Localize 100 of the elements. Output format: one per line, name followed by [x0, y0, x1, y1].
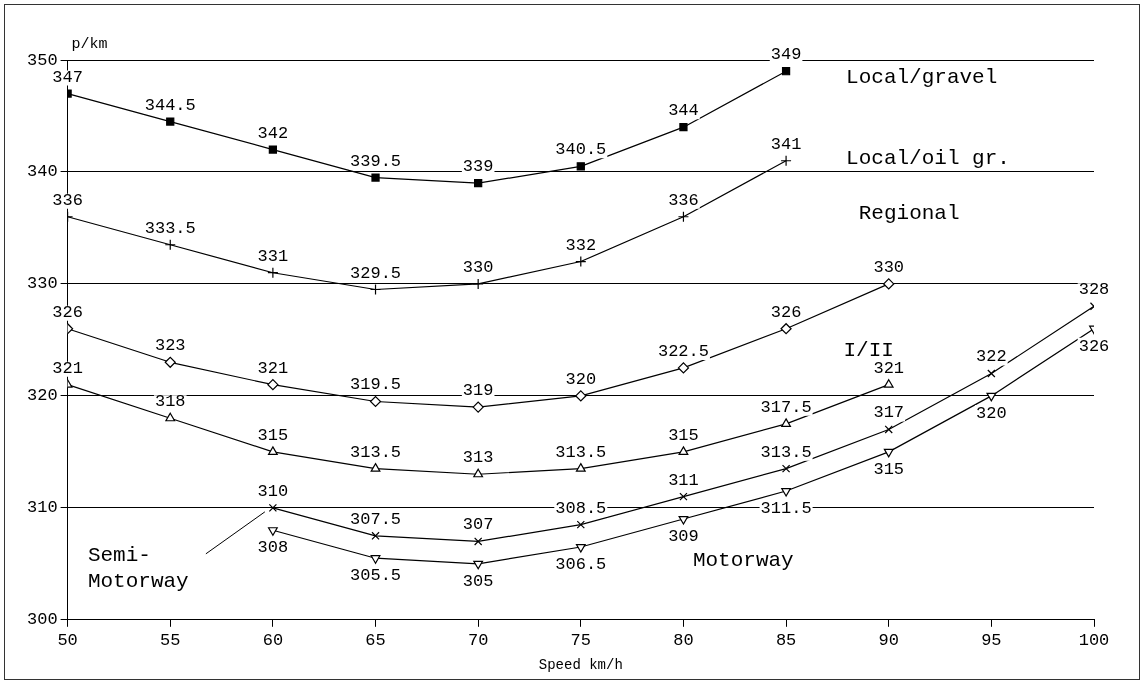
- y-tick-label: 340: [27, 162, 58, 182]
- point: [474, 537, 483, 546]
- data-label: 320: [976, 403, 1007, 423]
- data-label: 310: [257, 481, 289, 501]
- data-label: 309: [668, 527, 699, 547]
- data-label: 320: [565, 369, 597, 389]
- data-label: 307: [462, 515, 494, 535]
- x-axis-title: Speed km/h: [538, 657, 623, 674]
- data-label: 305: [462, 571, 494, 591]
- point: [678, 515, 689, 525]
- x-tick-label: 100: [1078, 630, 1110, 650]
- point: [677, 362, 690, 374]
- data-label: 339: [462, 157, 494, 177]
- data-label: 322.5: [657, 341, 709, 361]
- point: [268, 503, 278, 512]
- point: [883, 278, 895, 290]
- point: [575, 543, 586, 553]
- data-label: 336: [668, 190, 699, 210]
- point: [884, 425, 893, 434]
- point: [371, 531, 380, 540]
- point: [677, 211, 690, 223]
- y-axis-title: p/km: [71, 36, 108, 54]
- point: [371, 173, 380, 182]
- x-tick-label: 95: [981, 630, 1002, 650]
- y-tick-label: 300: [27, 610, 58, 630]
- y-tick-label: 330: [27, 274, 58, 294]
- data-label: 344.5: [144, 95, 196, 115]
- point: [780, 155, 792, 167]
- point: [883, 448, 894, 458]
- data-label: 319: [462, 381, 494, 401]
- x-tick-label: 80: [673, 630, 694, 650]
- data-label: 311.5: [760, 499, 812, 519]
- point: [369, 395, 382, 408]
- point: [679, 123, 688, 132]
- point: [370, 463, 381, 472]
- point: [576, 162, 585, 171]
- data-label: 349: [770, 45, 802, 65]
- data-label: 318: [154, 392, 186, 412]
- data-label: 332: [565, 235, 597, 255]
- text: Regional: [858, 202, 960, 226]
- point: [267, 527, 278, 536]
- point: [781, 67, 791, 76]
- point: [370, 555, 381, 564]
- point: [369, 283, 382, 296]
- data-label: 326: [770, 302, 802, 322]
- data-label: 322: [976, 347, 1007, 367]
- point: [267, 267, 279, 279]
- point: [678, 446, 689, 455]
- point: [575, 390, 587, 402]
- data-label: 330: [873, 257, 905, 277]
- series-label: Motorway: [692, 548, 794, 572]
- point: [679, 492, 688, 501]
- x-tick-label: 50: [57, 630, 78, 650]
- data-label: 330: [462, 257, 494, 277]
- data-label: 336: [52, 190, 83, 210]
- x-tick-label: 90: [878, 630, 899, 650]
- data-label: 311: [668, 470, 699, 490]
- point: [472, 401, 484, 413]
- data-label: 306.5: [555, 555, 607, 575]
- data-label: 315: [257, 425, 289, 445]
- data-label: 331: [257, 246, 289, 266]
- point: [267, 379, 279, 391]
- point: [780, 323, 792, 335]
- data-label: 315: [873, 459, 905, 479]
- x-tick-label: 55: [160, 630, 181, 650]
- point: [473, 560, 484, 570]
- data-label: 315: [668, 425, 699, 445]
- y-tick-label: 350: [27, 50, 58, 70]
- data-label: 347: [52, 67, 83, 87]
- data-label: 339.5: [350, 151, 402, 171]
- text: Local/oil gr.: [846, 147, 1010, 171]
- x-tick-label: 75: [570, 630, 592, 650]
- x-tick-label: 85: [775, 630, 797, 650]
- data-label: 333.5: [144, 218, 196, 238]
- point: [473, 468, 484, 478]
- y-tick-label: 320: [27, 386, 58, 406]
- data-label: 341: [770, 134, 802, 154]
- data-label: 328: [1078, 280, 1110, 300]
- data-label: 313.5: [555, 442, 607, 462]
- point: [164, 356, 176, 368]
- point: [575, 255, 587, 268]
- point: [576, 520, 585, 529]
- x-tick-label: 70: [467, 630, 489, 650]
- y-tick-label: 310: [27, 498, 58, 518]
- text: Semi-Motorway: [87, 544, 189, 594]
- point: [883, 379, 894, 388]
- data-label: 323: [154, 336, 186, 356]
- point: [472, 278, 484, 290]
- point: [781, 418, 792, 427]
- point: [165, 412, 176, 422]
- data-label: 305.5: [350, 566, 402, 586]
- data-label: 344: [668, 101, 699, 121]
- point: [781, 464, 791, 473]
- data-label: 319.5: [350, 375, 402, 395]
- point: [781, 487, 792, 497]
- point: [268, 145, 278, 154]
- data-label: 317: [873, 403, 905, 423]
- point: [987, 369, 996, 378]
- data-label: 326: [52, 302, 83, 322]
- text: Local/gravel: [846, 65, 998, 89]
